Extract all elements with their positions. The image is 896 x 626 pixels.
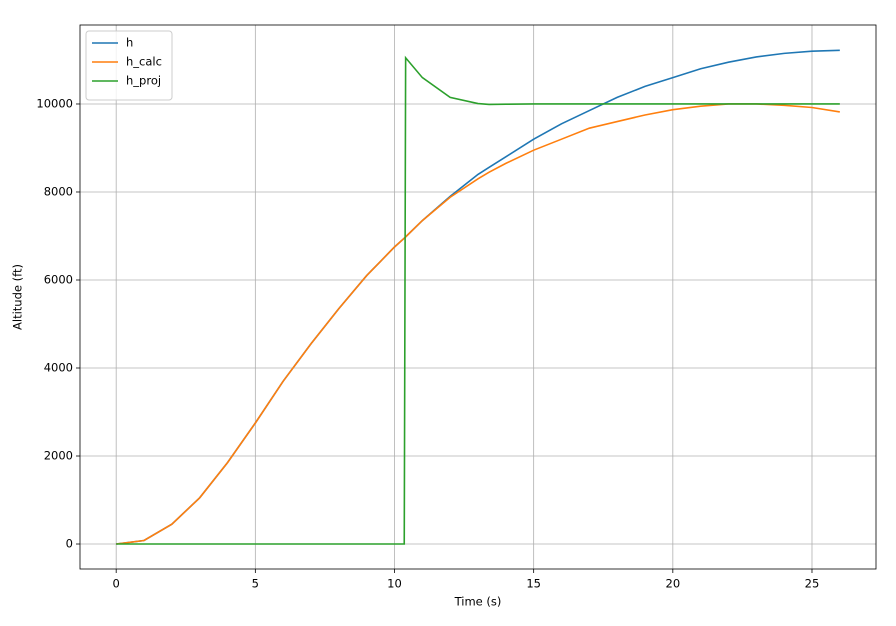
legend-label: h — [126, 36, 133, 50]
series-line — [116, 49, 840, 545]
plot-frame — [79, 24, 877, 570]
legend-label: h_calc — [126, 55, 162, 69]
y-tick-label: 10000 — [36, 96, 73, 110]
y-tick-label: 8000 — [44, 184, 73, 198]
x-tick-label: 5 — [252, 577, 259, 591]
y-tick-label: 0 — [66, 537, 73, 551]
x-tick-label: 10 — [387, 577, 402, 591]
y-tick-label: 2000 — [44, 449, 73, 463]
series-line — [116, 103, 840, 545]
series-line — [116, 55, 840, 545]
x-tick-label: 15 — [526, 577, 541, 591]
legend-label: h_proj — [126, 74, 161, 88]
x-tick-label: 0 — [113, 577, 120, 591]
legend-box — [85, 30, 173, 101]
y-tick-label: 6000 — [44, 272, 73, 286]
x-tick-label: 25 — [805, 577, 820, 591]
y-axis-label: Altitude (ft) — [11, 264, 25, 330]
x-tick-label: 20 — [666, 577, 681, 591]
y-tick-label: 4000 — [44, 360, 73, 374]
x-axis-label: Time (s) — [454, 595, 502, 609]
